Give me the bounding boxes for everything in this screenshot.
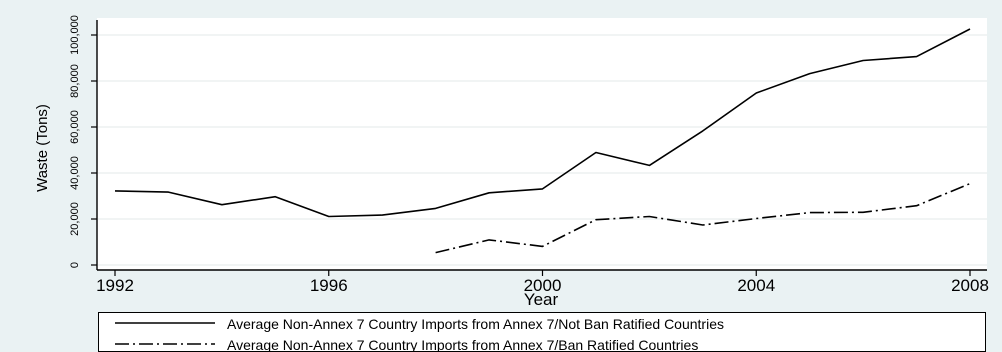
x-tick-label: 1996 — [310, 276, 348, 295]
y-tick-label: 80,000 — [69, 64, 81, 98]
y-tick-label: 0 — [69, 262, 81, 268]
legend-item-ban: Average Non-Annex 7 Country Imports from… — [99, 334, 985, 352]
legend-swatch-dash-dot — [115, 343, 215, 345]
y-tick-label: 20,000 — [69, 202, 81, 236]
series-line-ban — [435, 182, 971, 254]
grid — [98, 34, 987, 266]
y-tick-label: 100,000 — [69, 15, 81, 55]
x-ticks: 1992 1996 2000 2004 2008 — [96, 270, 989, 295]
y-tick-label: 60,000 — [69, 110, 81, 144]
y-ticks: 0 20,000 40,000 60,000 80,000 100,000 — [69, 15, 97, 268]
legend-label-not-ban: Average Non-Annex 7 Country Imports from… — [227, 316, 724, 332]
y-axis-label: Waste (Tons) — [34, 104, 51, 192]
series-layer — [114, 28, 971, 254]
y-tick-label: 40,000 — [69, 156, 81, 190]
x-tick-label: 1992 — [96, 276, 134, 295]
x-axis-label: Year — [524, 290, 559, 309]
legend-item-not-ban: Average Non-Annex 7 Country Imports from… — [99, 313, 985, 333]
x-tick-label: 2004 — [737, 276, 775, 295]
plot-area — [97, 18, 987, 270]
x-tick-label: 2000 — [524, 276, 562, 295]
legend-label-ban: Average Non-Annex 7 Country Imports from… — [227, 337, 699, 352]
x-tick-label: 2008 — [951, 276, 989, 295]
legend-swatch-solid — [115, 322, 215, 324]
series-line-not-ban — [114, 28, 971, 218]
legend: Average Non-Annex 7 Country Imports from… — [98, 312, 986, 352]
